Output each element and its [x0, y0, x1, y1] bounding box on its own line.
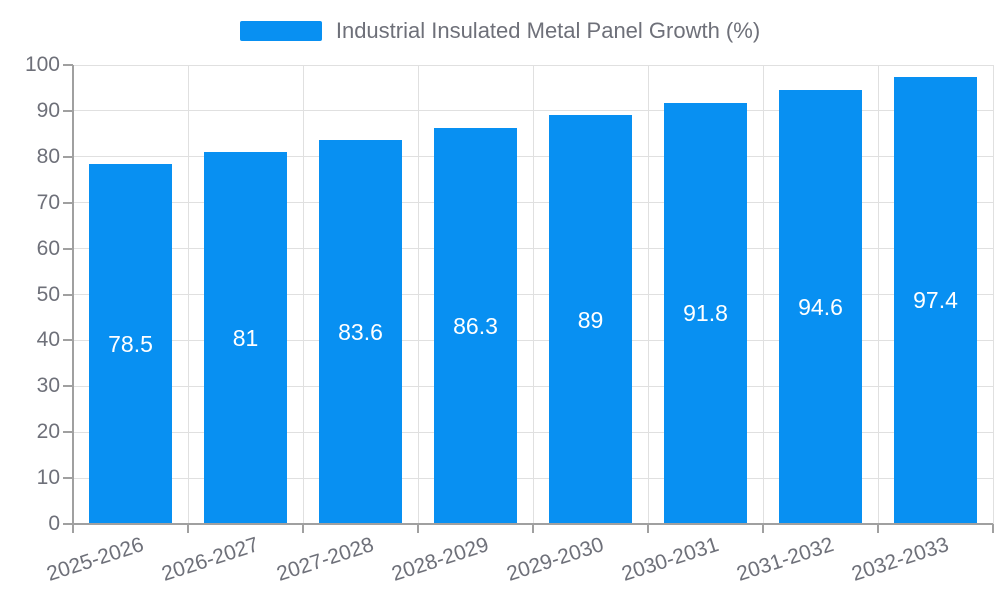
- x-axis-tick: [302, 524, 304, 533]
- y-axis-tick-label: 0: [48, 512, 60, 535]
- y-axis-tick: [63, 293, 73, 296]
- gridline-vertical: [992, 65, 994, 524]
- bar-value-label: 83.6: [338, 319, 383, 346]
- y-axis-tick-label: 60: [36, 236, 60, 260]
- bar-2026-2027[interactable]: [204, 152, 287, 524]
- bar-value-label: 94.6: [798, 293, 843, 320]
- x-axis-tick: [532, 524, 534, 533]
- x-axis-tick-label: 2031-2032: [733, 533, 837, 586]
- y-axis-tick-label: 80: [36, 144, 60, 168]
- y-axis-tick: [63, 385, 73, 388]
- y-axis-tick: [63, 431, 73, 434]
- y-axis-tick-label: 70: [36, 190, 60, 214]
- bar-2027-2028[interactable]: [319, 140, 402, 524]
- y-axis-tick: [63, 201, 73, 204]
- gridline-vertical: [187, 65, 189, 524]
- gridline-vertical: [417, 65, 419, 524]
- y-axis-tick: [63, 339, 73, 342]
- x-axis-tick-label: 2029-2030: [503, 533, 607, 586]
- x-axis-tick: [417, 524, 419, 533]
- y-axis-tick-label: 100: [24, 53, 60, 76]
- x-axis-tick-label: 2030-2031: [618, 533, 722, 586]
- x-axis-tick: [647, 524, 649, 533]
- bar-2028-2029[interactable]: [434, 127, 517, 524]
- legend-label: Industrial Insulated Metal Panel Growth …: [335, 18, 761, 43]
- x-axis-tick: [992, 524, 994, 533]
- bar-value-label: 86.3: [453, 312, 498, 339]
- gridline-vertical: [762, 65, 764, 524]
- y-axis-tick: [63, 247, 73, 250]
- bar-value-label: 78.5: [108, 330, 153, 357]
- bar-2030-2031[interactable]: [664, 102, 747, 524]
- y-axis-tick-label: 30: [36, 374, 60, 398]
- bar-value-label: 81: [232, 325, 259, 352]
- x-axis-line: [72, 523, 993, 525]
- bar-value-label: 91.8: [683, 300, 728, 327]
- y-axis-tick-label: 90: [36, 98, 60, 122]
- bar-value-label: 89: [577, 306, 604, 333]
- x-axis-tick-label: 2032-2033: [848, 533, 952, 586]
- gridline-vertical: [302, 65, 304, 524]
- bar-2025-2026[interactable]: [89, 163, 172, 524]
- gridline-vertical: [532, 65, 534, 524]
- y-axis-tick: [63, 477, 73, 480]
- y-axis-tick: [63, 64, 73, 66]
- y-axis-tick-label: 10: [36, 466, 60, 490]
- y-axis-tick: [63, 523, 73, 525]
- y-axis-tick-label: 50: [36, 282, 60, 306]
- gridline-vertical: [877, 65, 879, 524]
- x-axis-tick-label: 2025-2026: [43, 533, 147, 586]
- legend-swatch: [239, 21, 322, 41]
- x-axis-tick-label: 2028-2029: [388, 533, 492, 586]
- x-axis-tick-label: 2027-2028: [273, 533, 377, 586]
- y-axis-line: [72, 65, 74, 533]
- y-axis-tick-label: 20: [36, 420, 60, 444]
- x-axis-tick-label: 2026-2027: [158, 533, 262, 586]
- legend[interactable]: Industrial Insulated Metal Panel Growth …: [0, 18, 1000, 44]
- y-axis-tick: [63, 155, 73, 158]
- x-axis-tick: [762, 524, 764, 533]
- bar-2029-2030[interactable]: [549, 115, 632, 524]
- x-axis-tick: [877, 524, 879, 533]
- bar-2031-2032[interactable]: [779, 89, 862, 524]
- gridline-vertical: [647, 65, 649, 524]
- y-axis-tick-label: 40: [36, 328, 60, 352]
- bar-2032-2033[interactable]: [894, 76, 977, 524]
- x-axis-tick: [187, 524, 189, 533]
- y-axis-tick: [63, 109, 73, 112]
- bar-value-label: 97.4: [913, 287, 958, 314]
